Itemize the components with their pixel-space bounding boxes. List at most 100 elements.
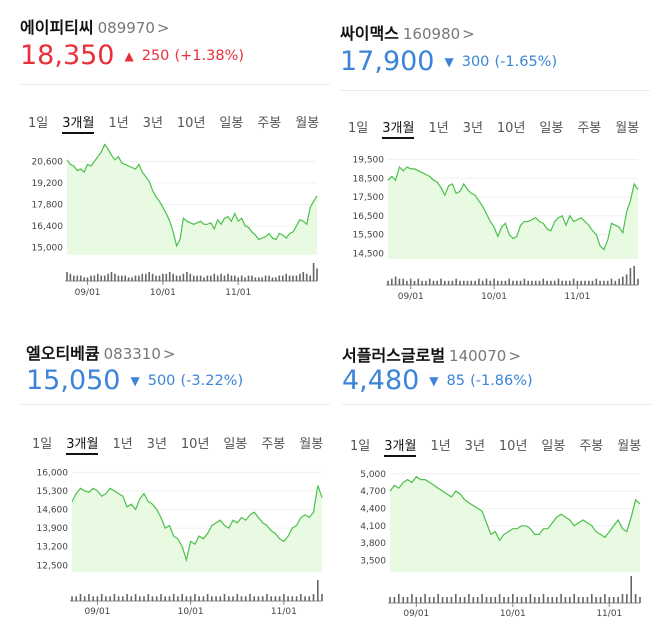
y-tick-label: 13,900: [37, 524, 69, 534]
volume-bar: [546, 280, 548, 285]
stock-header-link[interactable]: 에이피티씨 089970 >: [20, 14, 169, 38]
volume-bar: [538, 280, 541, 285]
volume-bar: [503, 597, 505, 603]
price-line-series: [389, 475, 641, 542]
tab-weekly-candle[interactable]: 주봉: [257, 116, 282, 131]
volume-bar: [569, 280, 571, 285]
volume-bar: [591, 280, 594, 285]
volume-bar: [232, 596, 234, 601]
volume-bar: [577, 597, 580, 603]
tab-1y[interactable]: 1년: [428, 121, 449, 136]
tab-3m[interactable]: 3개월: [382, 117, 415, 139]
volume-bar: [604, 594, 606, 603]
volume-bar: [211, 596, 213, 601]
tab-monthly-candle[interactable]: 월봉: [295, 116, 320, 131]
tab-weekly-candle[interactable]: 주봉: [261, 437, 286, 452]
volume-bar: [206, 594, 209, 601]
y-tick-label: 16,000: [37, 468, 69, 478]
stock-header-link[interactable]: 서플러스글로벌 140070 >: [342, 342, 521, 366]
tab-1d[interactable]: 1일: [348, 121, 369, 136]
price-change: 85: [446, 373, 465, 389]
volume-bar: [419, 597, 422, 603]
stock-header-link[interactable]: 엘오티베큠 083310 >: [26, 340, 175, 364]
volume-bar: [595, 278, 598, 285]
volume-bar: [466, 280, 469, 285]
volume-bar: [634, 594, 637, 603]
stock-header-link[interactable]: 싸이맥스 160980 >: [340, 20, 475, 44]
tab-weekly-candle[interactable]: 주봉: [579, 439, 604, 454]
volume-bar: [576, 280, 579, 285]
tab-monthly-candle[interactable]: 월봉: [617, 439, 642, 454]
volume-bar: [299, 273, 301, 281]
volume-bar: [134, 275, 137, 281]
volume-bar: [317, 580, 319, 601]
volume-bar: [591, 594, 593, 603]
tab-10y[interactable]: 10년: [176, 116, 206, 131]
stock-name[interactable]: 에이피티씨: [20, 18, 94, 37]
volume-bar: [639, 597, 641, 603]
y-tick-label: 19,500: [353, 156, 385, 166]
tab-3y[interactable]: 3년: [464, 439, 485, 454]
tab-1d[interactable]: 1일: [28, 116, 49, 131]
volume-bar: [253, 596, 255, 601]
stock-name[interactable]: 서플러스글로벌: [342, 346, 446, 365]
stock-name[interactable]: 싸이맥스: [340, 24, 399, 43]
volume-bar: [134, 594, 137, 601]
y-tick-label: 4,100: [360, 522, 386, 532]
tab-1y[interactable]: 1년: [108, 116, 129, 131]
tab-10y[interactable]: 10년: [180, 437, 210, 452]
tab-1d[interactable]: 1일: [350, 439, 371, 454]
stock-name[interactable]: 엘오티베큠: [26, 344, 100, 363]
volume-bar: [525, 597, 527, 603]
tab-weekly-candle[interactable]: 주봉: [577, 121, 602, 136]
volume-bar: [489, 280, 492, 285]
volume-bar: [295, 275, 298, 281]
tab-3m[interactable]: 3개월: [384, 435, 417, 457]
volume-bar: [633, 266, 635, 285]
tab-monthly-candle[interactable]: 월봉: [615, 121, 640, 136]
y-tick-label: 16,400: [32, 222, 64, 232]
price-area: [72, 485, 322, 572]
volume-bar: [165, 273, 168, 281]
tab-1y[interactable]: 1년: [430, 439, 451, 454]
volume-bar: [100, 275, 102, 281]
chevron-right-icon: >: [162, 345, 176, 363]
tab-daily-candle[interactable]: 일봉: [223, 437, 248, 452]
price-chart[interactable]: 16,000 15,300 14,600 13,900 13,200 12,500 09/0…: [26, 460, 326, 620]
volume-bar: [251, 275, 253, 281]
tab-1y[interactable]: 1년: [112, 437, 133, 452]
tab-3y[interactable]: 3년: [142, 116, 163, 131]
volume-bar: [440, 278, 442, 285]
volume-bar: [599, 280, 601, 285]
tab-daily-candle[interactable]: 일봉: [539, 121, 564, 136]
tab-3y[interactable]: 3년: [146, 437, 167, 452]
price-chart[interactable]: 19,500 18,500 17,500 16,500 15,500 14,500 09/0…: [340, 144, 645, 304]
tab-daily-candle[interactable]: 일봉: [219, 116, 244, 131]
tab-3y[interactable]: 3년: [462, 121, 483, 136]
volume-bar: [240, 275, 243, 281]
x-tick-label: 10/01: [481, 292, 507, 302]
volume-bar: [425, 280, 427, 285]
volume-bar: [533, 597, 536, 603]
tab-monthly-candle[interactable]: 월봉: [299, 437, 324, 452]
tab-3m[interactable]: 3개월: [66, 433, 99, 455]
volume-bar: [300, 594, 302, 601]
y-tick-label: 3,500: [360, 556, 386, 566]
price-chart[interactable]: 20,600 19,200 17,800 16,400 15,000 09/01 10/01…: [20, 140, 325, 300]
tab-3m[interactable]: 3개월: [62, 112, 95, 134]
volume-bar: [216, 275, 219, 281]
tab-daily-candle[interactable]: 일봉: [541, 439, 566, 454]
volume-bar: [588, 280, 590, 285]
price-chart[interactable]: 5,000 4,700 4,400 4,100 3,800 3,500 09/01 10/01…: [342, 462, 647, 622]
tab-1d[interactable]: 1일: [32, 437, 53, 452]
volume-bar: [177, 596, 179, 601]
volume-bar: [478, 278, 480, 285]
tab-10y[interactable]: 10년: [498, 439, 528, 454]
volume-bar: [100, 594, 103, 601]
down-arrow-icon: ▼: [429, 374, 439, 388]
volume-bar: [244, 596, 247, 601]
tab-10y[interactable]: 10년: [496, 121, 526, 136]
volume-bar: [172, 273, 174, 281]
volume-bar: [257, 596, 260, 601]
stock-code: 083310: [103, 345, 161, 363]
